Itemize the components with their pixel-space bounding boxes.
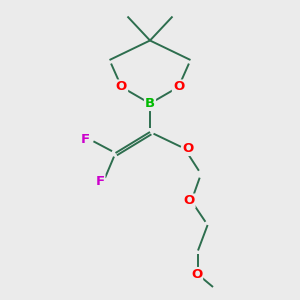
Text: F: F — [81, 133, 90, 146]
Text: O: O — [182, 142, 194, 155]
Text: B: B — [145, 97, 155, 110]
Text: F: F — [95, 175, 104, 188]
Text: O: O — [191, 268, 202, 281]
Text: O: O — [183, 194, 195, 208]
Text: O: O — [116, 80, 127, 94]
Text: O: O — [173, 80, 184, 94]
